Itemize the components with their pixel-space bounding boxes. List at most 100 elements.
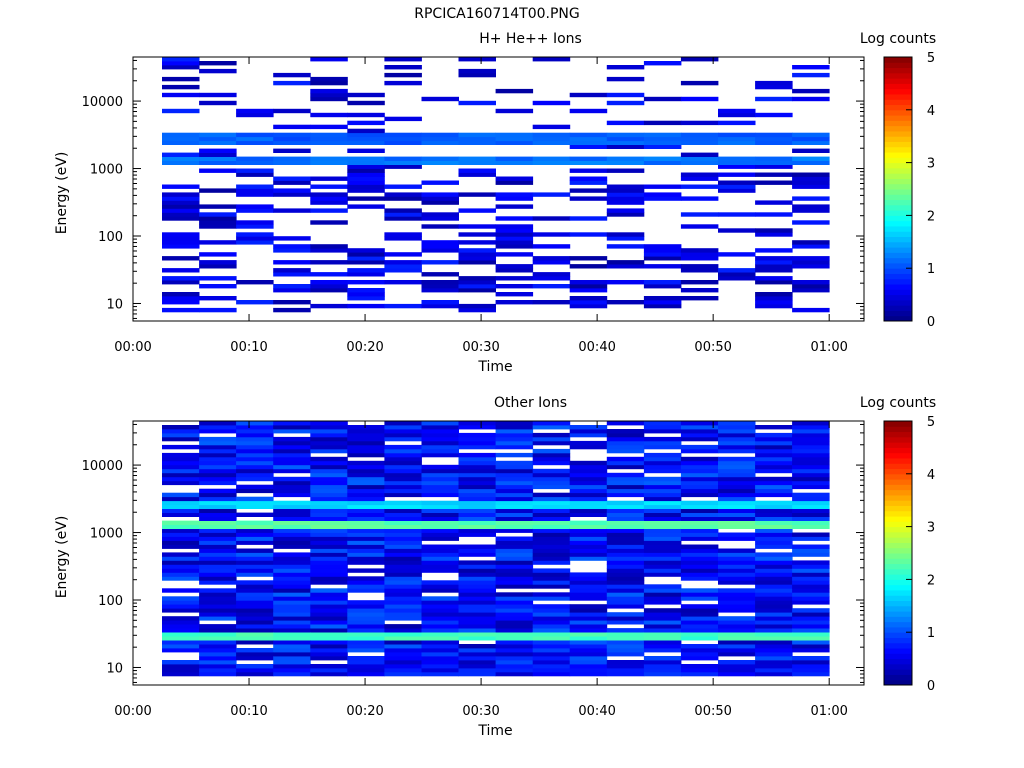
- y-tick-label: 100: [98, 594, 123, 609]
- heatmap-cell: [384, 436, 422, 442]
- heatmap-cell: [643, 532, 682, 537]
- heatmap-cell: [384, 268, 422, 273]
- heatmap-cell: [718, 268, 756, 273]
- heatmap-cell: [569, 429, 608, 434]
- heatmap-cell: [199, 452, 237, 458]
- heatmap-cell: [162, 268, 200, 273]
- heatmap-cell: [606, 508, 645, 513]
- heatmap-cell: [569, 488, 608, 494]
- colorbar-swatch: [884, 663, 912, 670]
- heatmap-cell: [421, 628, 459, 633]
- heatmap-cell: [310, 464, 348, 470]
- heatmap-cell: [643, 667, 682, 673]
- heatmap-cell: [162, 76, 200, 82]
- heatmap-cell: [421, 140, 459, 145]
- heatmap-cell: [458, 548, 496, 553]
- heatmap-cell: [606, 472, 645, 478]
- heatmap-cell: [755, 296, 793, 301]
- heatmap-cell: [236, 168, 274, 173]
- heatmap-cell: [718, 624, 756, 629]
- x-tick-label: 01:00: [810, 340, 847, 355]
- heatmap-cell: [162, 520, 200, 525]
- heatmap-cell: [384, 636, 422, 641]
- heatmap-cell: [347, 432, 385, 438]
- heatmap-cell: [310, 632, 348, 637]
- heatmap-cell: [680, 256, 719, 261]
- heatmap-cell: [718, 480, 756, 486]
- heatmap-cell: [347, 488, 385, 494]
- heatmap-cell: [236, 564, 274, 569]
- heatmap-cell: [384, 216, 422, 221]
- heatmap-cell: [495, 140, 534, 145]
- heatmap-cell: [273, 476, 311, 482]
- heatmap-cell: [458, 256, 496, 261]
- heatmap-cell: [495, 472, 534, 478]
- heatmap-cell: [199, 660, 237, 665]
- heatmap-cell: [569, 524, 608, 529]
- heatmap-cell: [162, 256, 200, 261]
- heatmap-cell: [236, 425, 274, 430]
- heatmap-cell: [310, 484, 348, 490]
- heatmap-cell: [718, 132, 756, 138]
- heatmap-cell: [199, 436, 237, 442]
- heatmap-cell: [421, 640, 459, 645]
- heatmap-cell: [236, 652, 274, 657]
- heatmap-cell: [421, 532, 459, 537]
- colorbar-swatch: [884, 225, 912, 232]
- heatmap-cell: [347, 528, 385, 533]
- heatmap-cell: [569, 480, 608, 486]
- heatmap-cell: [273, 440, 311, 446]
- heatmap-cell: [680, 120, 719, 126]
- heatmap-cell: [421, 500, 459, 506]
- heatmap-cell: [273, 600, 311, 605]
- heatmap-cell: [236, 232, 274, 237]
- heatmap-cell: [310, 536, 348, 541]
- heatmap-cell: [606, 660, 645, 665]
- heatmap-cell: [495, 268, 534, 273]
- heatmap-cell: [569, 664, 608, 669]
- heatmap-cell: [532, 580, 571, 585]
- heatmap-cell: [532, 192, 571, 197]
- heatmap-cell: [384, 421, 422, 426]
- heatmap-cell: [310, 620, 348, 625]
- heatmap-cell: [792, 284, 830, 289]
- heatmap-cell: [718, 136, 756, 142]
- heatmap-cell: [273, 429, 311, 434]
- heatmap-cell: [458, 140, 496, 145]
- heatmap-cell: [310, 492, 348, 498]
- heatmap-cell: [421, 604, 459, 609]
- heatmap-cell: [384, 280, 422, 285]
- heatmap-cell: [458, 516, 496, 521]
- heatmap-cell: [273, 552, 311, 557]
- heatmap-cell: [569, 556, 608, 561]
- heatmap-cell: [458, 252, 496, 257]
- heatmap-cell: [384, 604, 422, 609]
- colorbar-label: Log counts: [860, 31, 936, 47]
- heatmap-cell: [421, 508, 459, 513]
- heatmap-cell: [495, 604, 534, 609]
- heatmap-cell: [347, 496, 385, 502]
- heatmap-cell: [310, 532, 348, 537]
- heatmap-cell: [643, 252, 682, 257]
- heatmap-cell: [162, 556, 200, 561]
- heatmap-cell: [606, 528, 645, 533]
- heatmap-cell: [643, 192, 682, 197]
- heatmap-cell: [199, 480, 237, 486]
- heatmap-cell: [162, 156, 200, 161]
- heatmap-cell: [755, 136, 793, 142]
- colorbar-swatch: [884, 125, 912, 132]
- heatmap-cell: [792, 492, 830, 498]
- heatmap-cell: [236, 616, 274, 621]
- heatmap-cell: [310, 540, 348, 545]
- heatmap-cell: [310, 656, 348, 661]
- heatmap-cell: [199, 421, 237, 426]
- heatmap-cell: [162, 608, 200, 613]
- heatmap-cell: [495, 504, 534, 509]
- heatmap-cell: [236, 108, 274, 114]
- heatmap-cell: [532, 272, 571, 277]
- heatmap-cell: [680, 616, 719, 621]
- x-tick-label: 00:30: [462, 340, 499, 355]
- heatmap-cell: [162, 596, 200, 601]
- heatmap-cell: [273, 236, 311, 241]
- heatmap-cell: [458, 584, 496, 589]
